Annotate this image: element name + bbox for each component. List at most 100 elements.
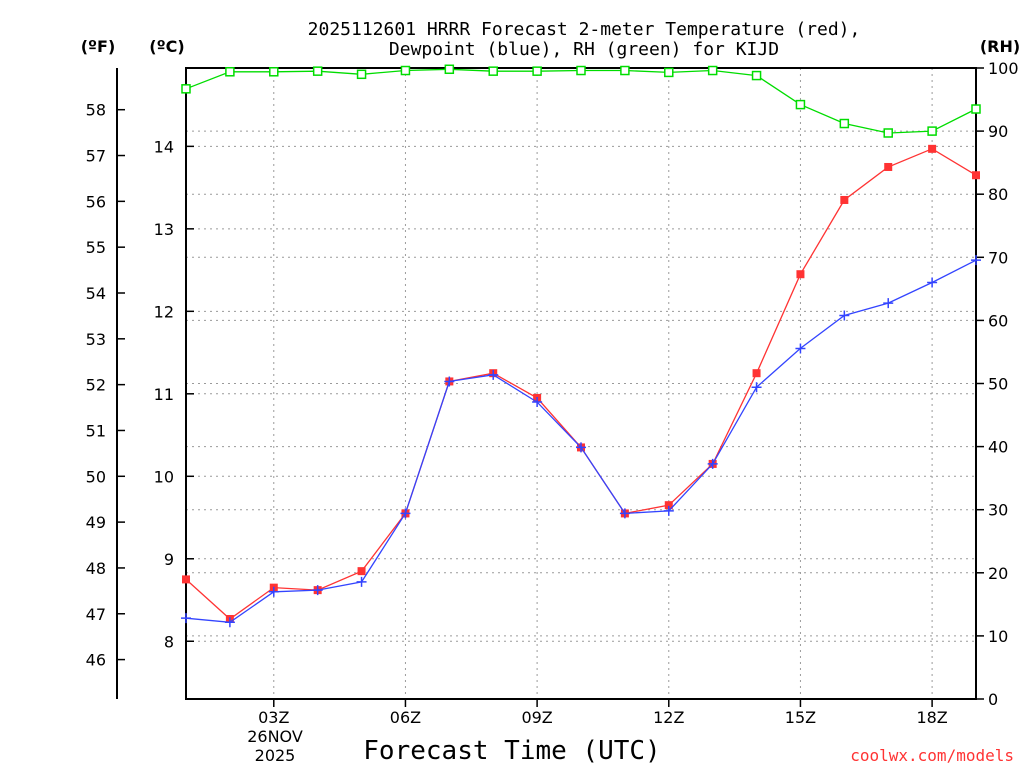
rh-point	[312, 66, 323, 76]
rh-tick-label: 100	[988, 59, 1019, 78]
dewpoint-point	[839, 310, 850, 321]
chart-title-line-2: Dewpoint (blue), RH (green) for KIJD	[389, 39, 779, 60]
rh-tick-label: 40	[988, 438, 1008, 457]
fahrenheit-tick-label: 54	[86, 284, 106, 303]
fahrenheit-axis-label: (ºF)	[81, 37, 116, 56]
rh-point	[488, 66, 498, 76]
dewpoint-point	[488, 369, 499, 380]
rh-point	[620, 65, 630, 76]
rh-tick-label: 60	[988, 311, 1008, 330]
dewpoint-point	[707, 458, 718, 469]
rh-tick-label: 80	[988, 185, 1008, 204]
dewpoint-point	[400, 508, 411, 519]
rh-point	[839, 118, 850, 129]
dewpoint-point	[751, 382, 762, 393]
credit-text: coolwx.com/models	[850, 746, 1014, 765]
dewpoint-point	[883, 298, 894, 309]
celsius-tick-label: 8	[164, 632, 174, 651]
rh-point	[181, 84, 191, 94]
dewpoint-point	[181, 613, 191, 624]
rh-point	[795, 99, 806, 110]
celsius-tick-label: 12	[154, 302, 174, 321]
dewpoint-point	[971, 255, 981, 266]
rh-axis-label: (RH)	[980, 37, 1020, 56]
gridlines	[186, 68, 976, 699]
x-tick-label: 09Z	[521, 708, 552, 727]
fahrenheit-tick-label: 55	[86, 238, 106, 257]
rh-point	[927, 126, 937, 136]
fahrenheit-tick-label: 53	[86, 330, 106, 349]
x-tick-label: 03Z	[258, 708, 289, 727]
dewpoint-point	[268, 586, 279, 597]
fahrenheit-tick-label: 50	[86, 467, 106, 486]
temperature-point	[884, 162, 893, 171]
x-tick-label: 18Z	[916, 708, 947, 727]
dewpoint-point	[795, 343, 806, 354]
rh-series-line	[185, 68, 977, 134]
temperature-series-line	[185, 148, 977, 620]
dewpoint-point	[619, 508, 630, 519]
celsius-tick-label: 9	[164, 550, 174, 569]
rh-point	[971, 104, 981, 114]
chart-title-line-1: 2025112601 HRRR Forecast 2-meter Tempera…	[308, 19, 861, 40]
temperature-point	[182, 575, 190, 584]
fahrenheit-tick-label: 52	[86, 376, 106, 395]
fahrenheit-tick-label: 48	[86, 559, 106, 578]
dewpoint-point	[576, 442, 586, 453]
dewpoint-point	[927, 277, 938, 288]
dewpoint-series-line	[185, 259, 977, 623]
x-axis-title: Forecast Time (UTC)	[363, 736, 660, 766]
rh-tick-label: 0	[988, 690, 998, 709]
temperature-point	[928, 144, 937, 153]
celsius-tick-label: 10	[154, 467, 174, 486]
rh-point	[269, 67, 279, 77]
rh-point	[225, 67, 235, 77]
rh-point	[532, 66, 542, 76]
fahrenheit-tick-label: 47	[86, 605, 106, 624]
fahrenheit-tick-label: 58	[86, 101, 106, 120]
rh-tick-label: 10	[988, 627, 1008, 646]
celsius-tick-label: 14	[154, 137, 174, 156]
temperature-point	[796, 270, 805, 279]
celsius-axis-label: (ºC)	[149, 37, 184, 56]
date-label-year: 2025	[255, 746, 296, 765]
data-series	[181, 64, 981, 628]
dewpoint-point	[444, 376, 455, 387]
fahrenheit-tick-label: 49	[86, 513, 106, 532]
rh-tick-label: 50	[988, 375, 1008, 394]
x-tick-label: 06Z	[390, 708, 421, 727]
rh-point	[751, 70, 762, 81]
celsius-tick-label: 13	[154, 220, 174, 239]
rh-point	[576, 65, 586, 76]
x-tick-label: 12Z	[653, 708, 684, 727]
celsius-tick-label: 11	[154, 385, 174, 404]
plot-frame	[185, 67, 977, 700]
temperature-point	[840, 195, 849, 204]
dewpoint-point	[224, 617, 235, 628]
dewpoint-point	[356, 576, 367, 587]
rh-point	[356, 69, 367, 80]
rh-point	[883, 128, 893, 138]
date-label-day: 26NOV	[247, 727, 303, 746]
axis-ticks: 03Z 06Z 09Z 12Z 15Z 18Z 0 10 20 30 40 50 60 70 80 90 100…	[86, 59, 1019, 727]
temperature-point	[972, 171, 980, 180]
rh-point	[664, 67, 674, 78]
rh-tick-label: 90	[988, 122, 1008, 141]
rh-point	[444, 64, 455, 75]
rh-point	[400, 65, 411, 76]
fahrenheit-tick-label: 51	[86, 421, 106, 440]
dewpoint-point	[532, 397, 543, 408]
dewpoint-point	[663, 505, 674, 516]
temperature-point	[752, 369, 761, 378]
rh-tick-label: 30	[988, 501, 1008, 520]
fahrenheit-tick-label: 46	[86, 651, 106, 670]
temperature-point	[664, 501, 673, 510]
x-tick-label: 15Z	[785, 708, 816, 727]
rh-point	[707, 65, 718, 76]
dewpoint-point	[312, 585, 323, 596]
temperature-point	[357, 567, 366, 576]
fahrenheit-tick-label: 57	[86, 147, 106, 166]
rh-tick-label: 20	[988, 564, 1008, 583]
fahrenheit-tick-label: 56	[86, 192, 106, 211]
